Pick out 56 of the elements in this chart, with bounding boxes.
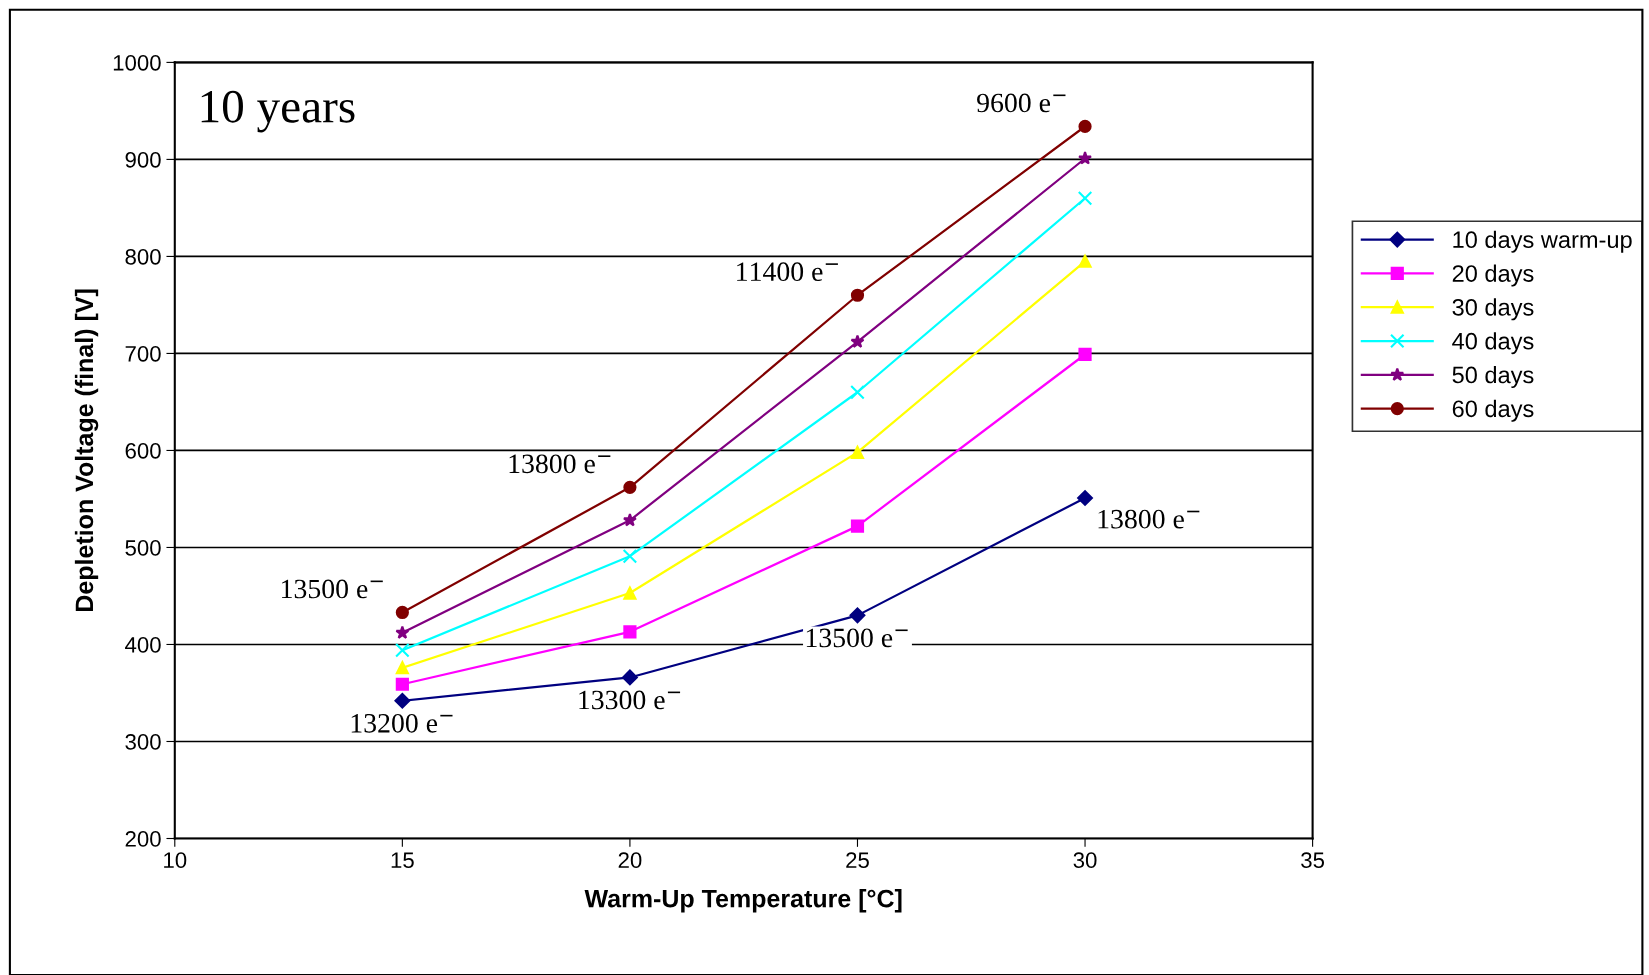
point: [850, 519, 865, 533]
annotation: 13800 e$^{−}$: [509, 454, 611, 474]
point: [850, 334, 865, 348]
point: [395, 625, 410, 639]
point: [622, 513, 637, 527]
annotation: 11400 e$^{−}$: [737, 262, 838, 282]
legend-label: 50 days: [1452, 365, 1534, 388]
point: [1078, 151, 1093, 165]
x-tick-label: 20: [618, 852, 642, 869]
y-tick-label: 600: [125, 442, 161, 459]
annotation: 13800 e$^{−}$: [1098, 509, 1200, 529]
y-axis-title: Depletion Voltage (final) [V]: [74, 289, 99, 612]
point: [849, 607, 866, 624]
x-tick-label: 30: [1073, 852, 1097, 869]
y-tick-label: 900: [125, 151, 161, 168]
x-axis-title: Warm-Up Temperature [°C]: [584, 889, 902, 913]
x-tick-label: 25: [846, 852, 869, 869]
annotation: 13300 e$^{−}$: [579, 690, 681, 710]
annotation: 10 years: [201, 90, 355, 133]
point: [850, 445, 865, 459]
annotation: 13500 e$^{−}$: [806, 628, 908, 648]
point: [1078, 254, 1092, 268]
y-tick-label: 1000: [113, 54, 161, 71]
point: [850, 288, 865, 302]
x-tick-label: 15: [391, 852, 414, 869]
x-tick-label: 35: [1301, 852, 1325, 869]
y-tick-label: 800: [125, 248, 161, 265]
annotation: 13200 e$^{−}$: [351, 713, 453, 733]
point: [394, 692, 411, 709]
legend-label: 10 days warm-up: [1453, 230, 1632, 253]
point: [1078, 347, 1092, 361]
y-tick-label: 200: [125, 831, 161, 847]
annotation: 9600 e$^{−}$: [977, 93, 1066, 113]
legend-label: 20 days: [1452, 264, 1534, 287]
annotation: 13500 e$^{−}$: [282, 579, 383, 599]
point: [623, 480, 637, 494]
legend-label: 60 days: [1452, 399, 1534, 422]
y-tick-label: 300: [125, 734, 161, 750]
point: [395, 643, 410, 658]
legend-label: 30 days: [1452, 298, 1534, 321]
point: [395, 605, 409, 620]
y-tick-label: 500: [125, 540, 161, 556]
legend-label: 40 days: [1452, 332, 1534, 355]
point: [395, 661, 409, 675]
point: [622, 669, 638, 686]
point: [623, 625, 637, 639]
point: [1077, 490, 1093, 506]
point: [1078, 119, 1092, 134]
point: [1077, 190, 1093, 206]
y-tick-label: 700: [125, 345, 161, 362]
x-tick-label: 10: [164, 852, 187, 869]
point: [395, 677, 409, 691]
y-tick-label: 400: [125, 637, 161, 653]
point: [850, 384, 865, 400]
point: [623, 586, 637, 600]
point: [622, 548, 638, 564]
